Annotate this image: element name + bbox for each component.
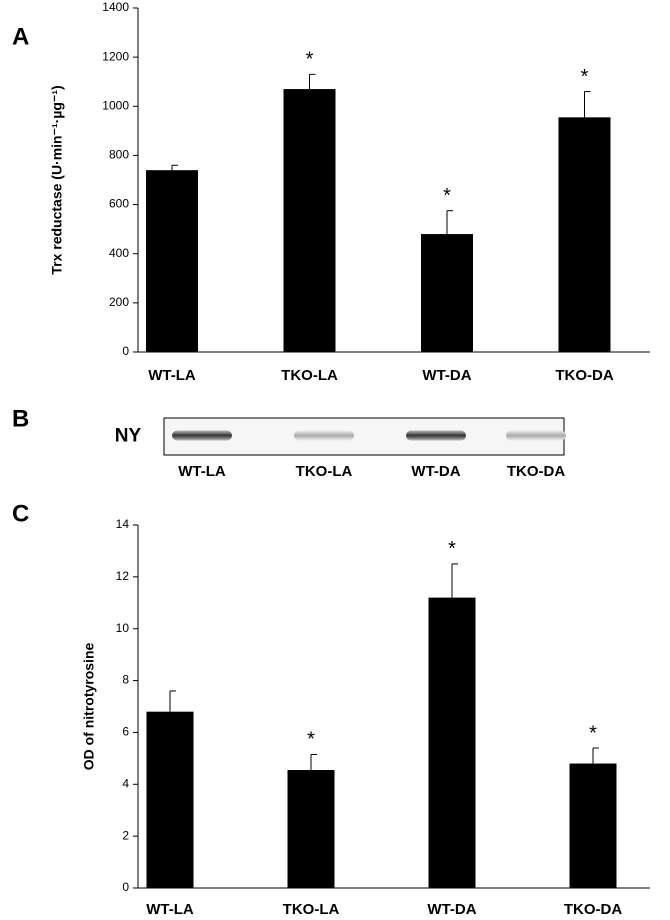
x-tick-label: WT-DA [422,367,471,384]
y-axis-label: OD of nitrotyrosine [81,643,97,771]
y-tick-label: 6 [122,725,129,739]
y-tick-label: 12 [116,569,130,583]
lane-label: WT-DA [411,463,460,480]
blot-band [406,430,466,441]
x-tick-label: TKO-LA [281,367,338,384]
significance-marker: * [448,538,456,560]
blot-band [172,430,232,441]
y-tick-label: 4 [122,776,129,790]
x-tick-label: WT-LA [148,367,196,384]
y-tick-label: 600 [109,197,129,211]
y-axis-label: Trx reductase (U·min⁻¹·µg⁻¹) [49,85,65,274]
panel-label: A [12,23,29,50]
x-tick-label: TKO-DA [555,367,613,384]
y-tick-label: 1400 [102,0,129,14]
bar [287,770,335,888]
lane-label: TKO-LA [296,463,353,480]
y-tick-label: 8 [122,673,129,687]
bar [558,117,611,352]
x-tick-label: TKO-DA [564,901,622,918]
bar [569,763,617,888]
significance-marker: * [581,66,589,88]
y-tick-label: 400 [109,246,129,260]
significance-marker: * [443,185,451,207]
bar [283,89,336,352]
y-tick-label: 10 [116,621,130,635]
bar [428,597,476,888]
blot-band [294,430,354,441]
lane-label: WT-LA [178,463,226,480]
y-tick-label: 0 [122,880,129,894]
bar [421,234,473,352]
y-tick-label: 200 [109,295,129,309]
x-tick-label: WT-DA [427,901,476,918]
significance-marker: * [589,722,597,744]
blot-frame [163,417,565,456]
significance-marker: * [306,49,314,71]
blot-band [506,430,566,441]
significance-marker: * [307,729,315,751]
y-tick-label: 800 [109,148,129,162]
panel-label: C [12,500,29,527]
bar [146,711,194,888]
y-tick-label: 14 [116,517,130,531]
blot-label: NY [115,426,142,447]
y-tick-label: 1200 [102,49,129,63]
x-tick-label: WT-LA [146,901,194,918]
y-tick-label: 1000 [102,98,129,112]
panel-label: B [12,405,29,432]
y-tick-label: 2 [122,828,129,842]
x-tick-label: TKO-LA [283,901,340,918]
y-tick-label: 0 [122,344,129,358]
lane-label: TKO-DA [507,463,565,480]
bar [146,170,198,352]
